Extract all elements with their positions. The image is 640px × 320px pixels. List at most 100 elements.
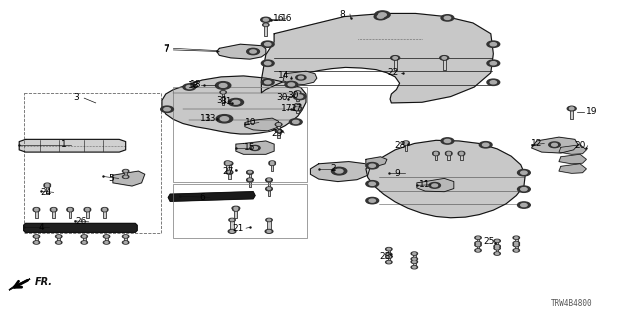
Circle shape — [232, 206, 240, 210]
Bar — [443, 57, 446, 69]
Circle shape — [275, 123, 282, 126]
Circle shape — [227, 162, 233, 165]
Bar — [58, 235, 60, 242]
Text: 29: 29 — [271, 129, 282, 138]
Polygon shape — [236, 141, 274, 154]
Bar — [268, 188, 270, 196]
Circle shape — [228, 99, 244, 106]
Polygon shape — [559, 145, 586, 154]
Circle shape — [248, 180, 252, 181]
Polygon shape — [217, 44, 266, 59]
Circle shape — [413, 253, 416, 254]
Circle shape — [570, 107, 573, 109]
Circle shape — [45, 184, 49, 186]
Circle shape — [411, 257, 417, 260]
Text: 16: 16 — [273, 14, 284, 23]
Circle shape — [122, 235, 129, 238]
Circle shape — [226, 162, 229, 163]
Text: 30: 30 — [287, 92, 298, 100]
Circle shape — [285, 81, 298, 88]
Circle shape — [440, 56, 449, 60]
Circle shape — [380, 13, 386, 16]
Circle shape — [433, 151, 439, 155]
Circle shape — [228, 172, 231, 173]
Bar — [413, 252, 415, 259]
Circle shape — [275, 129, 282, 132]
Bar — [69, 209, 72, 218]
Circle shape — [216, 82, 231, 89]
Circle shape — [221, 117, 228, 121]
Text: 12: 12 — [531, 139, 542, 148]
Circle shape — [277, 124, 280, 125]
Bar — [35, 209, 38, 218]
Circle shape — [435, 152, 438, 154]
Circle shape — [103, 208, 106, 210]
Bar — [227, 163, 229, 172]
Circle shape — [216, 115, 233, 123]
Circle shape — [246, 171, 253, 174]
Text: 22: 22 — [388, 68, 399, 77]
Circle shape — [394, 57, 397, 59]
Bar — [268, 179, 270, 187]
Text: 10: 10 — [245, 118, 257, 127]
Circle shape — [277, 130, 280, 132]
Circle shape — [275, 123, 282, 126]
Bar — [124, 235, 127, 242]
Polygon shape — [559, 164, 586, 173]
Text: 17: 17 — [291, 104, 303, 113]
Circle shape — [101, 208, 108, 211]
Circle shape — [441, 15, 454, 21]
Text: 5: 5 — [108, 174, 114, 183]
Bar — [35, 235, 38, 242]
Circle shape — [521, 188, 527, 191]
Circle shape — [124, 176, 127, 178]
Circle shape — [105, 236, 108, 237]
Circle shape — [487, 79, 500, 85]
Bar — [24, 93, 161, 233]
Circle shape — [277, 130, 280, 132]
Bar — [105, 235, 108, 242]
Bar — [222, 91, 225, 105]
Circle shape — [495, 245, 499, 247]
Circle shape — [460, 153, 463, 155]
Text: 21: 21 — [233, 224, 244, 233]
Text: 15: 15 — [244, 143, 255, 152]
Circle shape — [445, 151, 452, 155]
Bar — [103, 209, 106, 218]
Circle shape — [51, 209, 57, 212]
Circle shape — [458, 151, 465, 155]
Circle shape — [122, 170, 129, 173]
Circle shape — [183, 84, 196, 90]
Circle shape — [83, 236, 86, 237]
Circle shape — [433, 152, 439, 156]
Circle shape — [33, 208, 40, 211]
Circle shape — [268, 188, 271, 190]
Bar — [296, 104, 300, 113]
Circle shape — [296, 95, 300, 97]
Bar — [477, 244, 479, 251]
Circle shape — [387, 248, 390, 250]
Circle shape — [263, 19, 268, 21]
Circle shape — [513, 236, 520, 239]
Circle shape — [443, 57, 446, 59]
Circle shape — [476, 250, 479, 251]
Polygon shape — [283, 71, 317, 84]
Circle shape — [403, 141, 409, 144]
Polygon shape — [162, 76, 306, 134]
Circle shape — [234, 209, 237, 210]
Circle shape — [228, 229, 236, 233]
Circle shape — [52, 208, 55, 210]
Circle shape — [296, 108, 300, 110]
Circle shape — [494, 252, 500, 255]
Circle shape — [234, 207, 238, 209]
Circle shape — [260, 17, 271, 22]
Circle shape — [164, 108, 170, 111]
Circle shape — [84, 209, 91, 212]
Bar — [248, 172, 251, 179]
Bar — [52, 209, 55, 218]
Circle shape — [68, 209, 72, 211]
Circle shape — [475, 249, 481, 252]
Circle shape — [490, 43, 497, 46]
Circle shape — [296, 95, 303, 98]
Circle shape — [490, 81, 497, 84]
